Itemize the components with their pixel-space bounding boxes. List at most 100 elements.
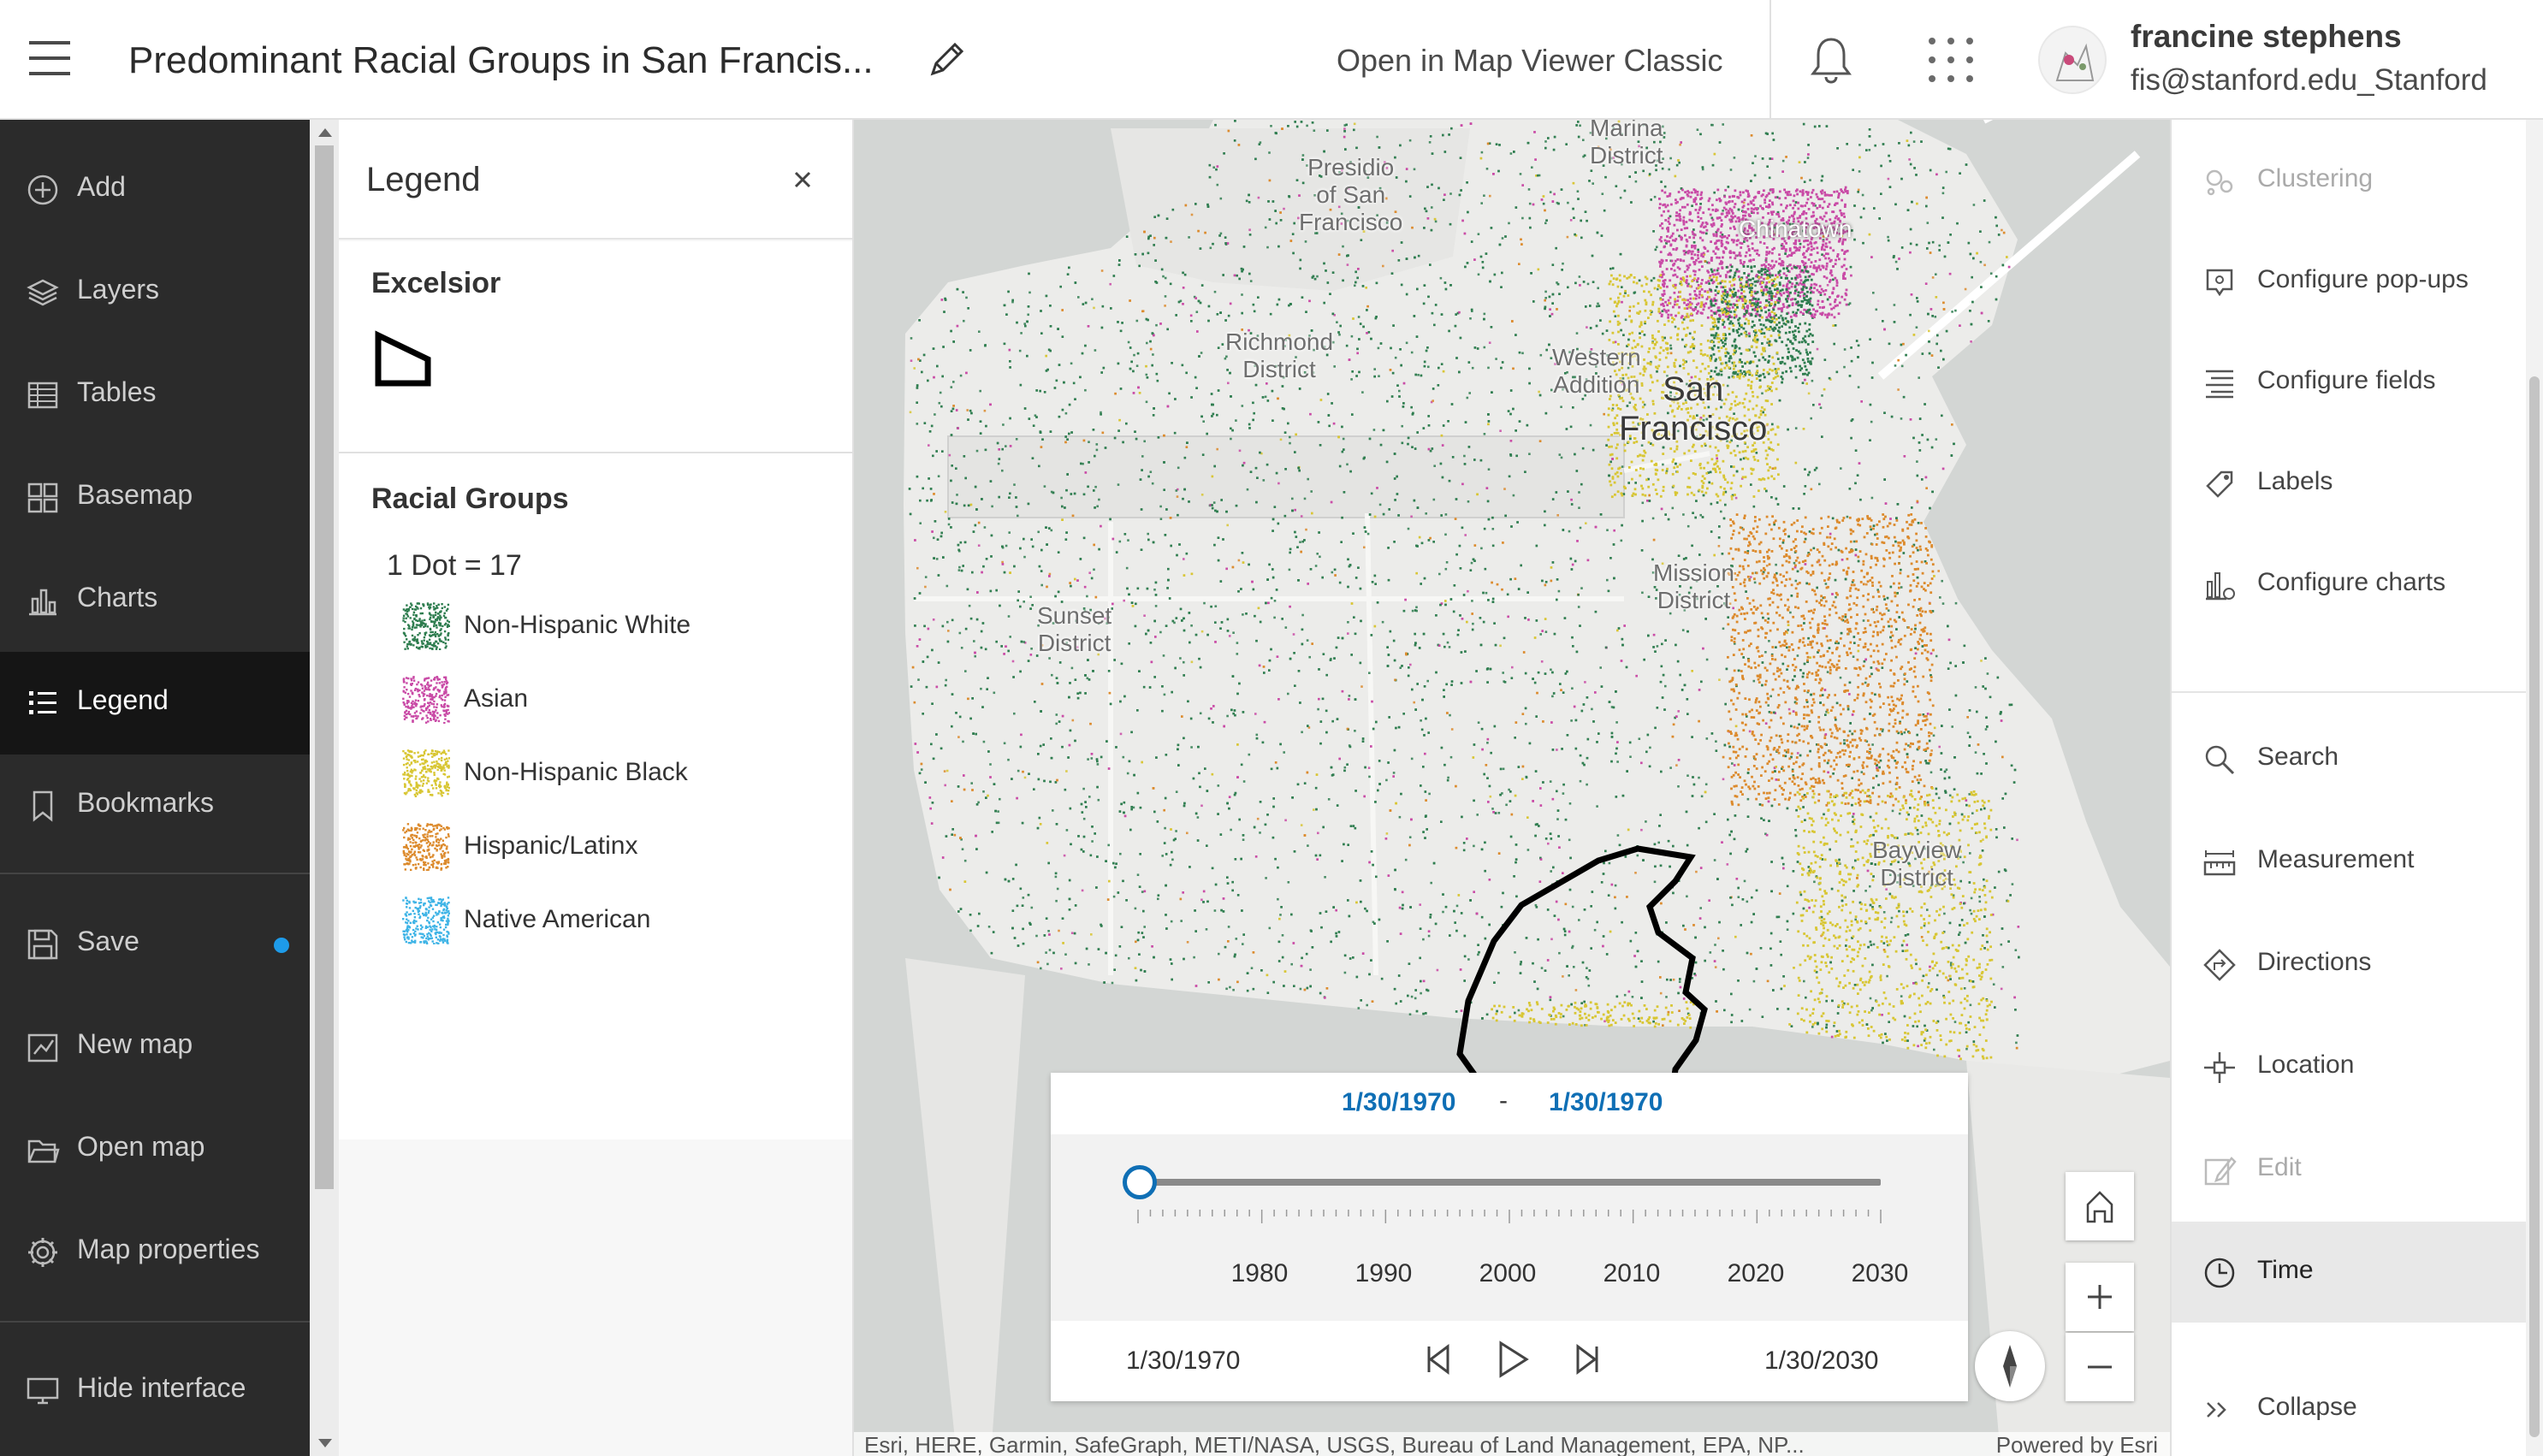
nav-basemap[interactable]: Basemap: [0, 447, 310, 549]
tool-label: Search: [2257, 743, 2339, 771]
label-richmond: Richmond District: [1225, 328, 1334, 382]
tool-edit[interactable]: Edit: [2172, 1119, 2531, 1220]
tool-location[interactable]: Location: [2172, 1016, 2531, 1117]
nav-hide-interface[interactable]: Hide interface: [0, 1340, 310, 1442]
dot-swatch-icon: [402, 676, 450, 724]
clock-icon: [2204, 1258, 2235, 1288]
nav-tables[interactable]: Tables: [0, 344, 310, 447]
tool-clustering[interactable]: Clustering: [2172, 130, 2531, 231]
legend-icon: [29, 691, 56, 714]
tool-configure-fields[interactable]: Configure fields: [2172, 332, 2531, 433]
nav-map-properties[interactable]: Map properties: [0, 1201, 310, 1304]
nav-save[interactable]: Save: [0, 893, 310, 996]
tool-search[interactable]: Search: [2172, 708, 2531, 809]
label-western-addition: Western Addition: [1552, 344, 1641, 398]
nav-add[interactable]: Add: [0, 139, 310, 241]
step-forward-icon[interactable]: [1564, 1338, 1607, 1381]
legend-scrollbar[interactable]: [310, 120, 339, 1456]
dot-density-note: 1 Dot = 17: [387, 549, 522, 582]
attribution-text[interactable]: Esri, HERE, Garmin, SafeGraph, METI/NASA…: [864, 1432, 1805, 1456]
year-tick-label: 2010: [1603, 1259, 1661, 1287]
save-icon: [27, 929, 58, 960]
legend-item-label: Asian: [464, 684, 529, 713]
map-title[interactable]: Predominant Racial Groups in San Francis…: [128, 39, 874, 81]
time-slider-min-date: 1/30/1970: [1126, 1347, 1241, 1375]
directions-icon: [2203, 949, 2236, 981]
legend-content: Excelsior Racial Groups 1 Dot = 17 Non-H…: [339, 241, 852, 1139]
legend-panel-title: Legend: [366, 161, 481, 198]
popup-icon: [2206, 269, 2233, 297]
user-email[interactable]: fis@stanford.edu_Stanford: [2131, 63, 2487, 97]
settings-scrollbar[interactable]: [2526, 120, 2543, 1456]
app-launcher-icon[interactable]: [1929, 38, 1973, 82]
powered-by-esri[interactable]: Powered by Esri: [1995, 1432, 2158, 1456]
dot-swatch-icon: [402, 897, 450, 944]
legend-item-label: Hispanic/Latinx: [464, 832, 638, 860]
legend-item: Native American: [402, 895, 830, 946]
tool-configure-charts[interactable]: Configure charts: [2172, 534, 2531, 635]
close-icon[interactable]: [787, 164, 818, 195]
nav-open-map[interactable]: Open map: [0, 1098, 310, 1201]
legend-panel-header: Legend: [339, 120, 852, 240]
menu-icon[interactable]: [29, 41, 70, 75]
zoom-in-button[interactable]: [2066, 1263, 2134, 1331]
open-classic-link[interactable]: Open in Map Viewer Classic: [1337, 43, 1723, 78]
time-slider-track[interactable]: [1138, 1179, 1881, 1186]
nav-charts[interactable]: Charts: [0, 549, 310, 652]
dot-swatch-icon: [402, 749, 450, 797]
tool-time[interactable]: Time: [2172, 1222, 2531, 1323]
scrollbar-thumb[interactable]: [2529, 376, 2540, 1437]
edit-icon: [2204, 1157, 2237, 1186]
nav-label: Map properties: [77, 1234, 260, 1264]
compass-button[interactable]: [1975, 1331, 2045, 1401]
scroll-up-icon[interactable]: [318, 128, 332, 137]
collapse-button[interactable]: Collapse: [2172, 1358, 2531, 1456]
nav-layers[interactable]: Layers: [0, 241, 310, 344]
tool-measurement[interactable]: Measurement: [2172, 811, 2531, 912]
clustering-icon: [2206, 169, 2233, 196]
nav-new-map[interactable]: New map: [0, 996, 310, 1098]
nav-legend[interactable]: Legend: [0, 652, 310, 755]
tool-configure-popups[interactable]: Configure pop-ups: [2172, 231, 2531, 332]
tool-label: Configure charts: [2257, 568, 2446, 596]
map-view[interactable]: Marina District Presidio of San Francisc…: [854, 120, 2170, 1456]
time-slider-thumb[interactable]: [1123, 1165, 1157, 1199]
nav-label: Save: [77, 926, 139, 956]
bell-icon[interactable]: [1807, 34, 1855, 86]
nav-bookmarks[interactable]: Bookmarks: [0, 755, 310, 857]
search-icon: [2205, 745, 2235, 775]
label-chinatown: Chinatown: [1739, 216, 1852, 242]
step-back-icon[interactable]: [1419, 1338, 1461, 1381]
new-map-icon: [27, 1033, 58, 1062]
pencil-icon[interactable]: [926, 38, 969, 80]
label-presidio: Presidio of San Francisco: [1299, 154, 1403, 235]
legend-item: Hispanic/Latinx: [402, 821, 830, 873]
nav-label: Basemap: [77, 479, 193, 510]
label-icon: [2206, 471, 2233, 498]
map-attribution[interactable]: Esri, HERE, Garmin, SafeGraph, METI/NASA…: [854, 1432, 2170, 1456]
year-tick-label: 1990: [1354, 1259, 1413, 1287]
play-icon[interactable]: [1491, 1338, 1533, 1381]
scroll-down-icon[interactable]: [318, 1439, 332, 1447]
dot-swatch-icon: [402, 823, 450, 871]
dot-density-layer: [908, 120, 2020, 1061]
unsaved-indicator: [274, 938, 289, 953]
home-button[interactable]: [2066, 1172, 2134, 1240]
year-tick-label: 1980: [1230, 1259, 1289, 1287]
measure-icon: [2203, 850, 2236, 876]
tool-label: Edit: [2257, 1153, 2302, 1181]
chart-config-icon: [2206, 572, 2235, 601]
zoom-out-button[interactable]: [2066, 1333, 2134, 1401]
avatar[interactable]: [2038, 26, 2107, 94]
nav-label: Charts: [77, 582, 158, 613]
scrollbar-thumb[interactable]: [315, 145, 334, 1189]
nav-divider: [0, 1321, 310, 1323]
chevrons-right-icon: [2207, 1402, 2226, 1418]
tool-labels[interactable]: Labels: [2172, 433, 2531, 534]
tool-directions[interactable]: Directions: [2172, 914, 2531, 1015]
collapse-label: Collapse: [2257, 1393, 2357, 1421]
legend-item: Asian: [402, 674, 830, 725]
user-name[interactable]: francine stephens: [2131, 19, 2402, 54]
time-range-end: 1/30/1970: [1549, 1088, 1663, 1116]
